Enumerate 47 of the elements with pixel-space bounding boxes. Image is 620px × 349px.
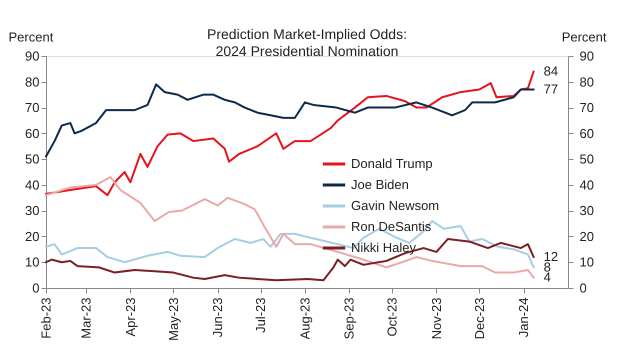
y2-tick-label: 90	[580, 48, 594, 64]
y-tick-label: 50	[25, 152, 40, 167]
legend-label: Nikki Haley	[351, 240, 417, 255]
annotation: 84	[544, 63, 558, 78]
y2-axis-title: Percent	[562, 30, 607, 44]
legend-label: Ron DeSantis	[351, 219, 432, 234]
y2-tick-label: 80	[580, 74, 594, 90]
x-tick-label: Feb-23	[38, 298, 54, 339]
x-tick-label: Apr-23	[122, 298, 138, 337]
annotation: 77	[544, 82, 558, 97]
y-axis-title: Percent	[8, 30, 54, 44]
line-series	[45, 238, 535, 282]
x-tick-label: May-23	[166, 298, 181, 341]
y-tick-label: 20	[25, 228, 40, 244]
x-tick-label: Jan-24	[516, 298, 532, 338]
legend-label: Gavin Newsom	[351, 198, 440, 213]
x-tick-label: Mar-23	[78, 298, 94, 339]
x-tick-label: Nov-23	[428, 298, 444, 340]
x-tick-label: Oct-23	[384, 298, 400, 337]
x-tick-label: Jul-23	[253, 298, 268, 333]
y2-tick-label: 60	[580, 126, 594, 141]
x-tick-label: Dec-23	[472, 298, 487, 340]
y-tick-label: 0	[32, 280, 40, 296]
line-series	[45, 70, 535, 196]
x-tick-label: Jun-23	[210, 298, 226, 338]
chart-title: Prediction Market-Implied Odds: 2024 Presidential Nomination	[207, 26, 407, 59]
y-tick-label: 80	[25, 74, 40, 90]
y2-tick-label: 0	[580, 280, 587, 296]
y2-tick-label: 70	[580, 100, 594, 116]
line-series	[45, 220, 535, 268]
x-tick-label: Aug-23	[297, 298, 312, 340]
y-tick-label: 70	[25, 100, 40, 116]
y-tick-label: 10	[25, 254, 40, 270]
y2-tick-label: 50	[580, 152, 594, 167]
y2-tick-label: 20	[580, 228, 594, 244]
y2-tick-label: 10	[580, 254, 594, 270]
y-tick-label: 30	[25, 203, 40, 218]
line-series	[45, 83, 535, 158]
legend-label: Joe Biden	[351, 177, 409, 192]
line-series	[45, 176, 535, 279]
y2-tick-label: 40	[580, 177, 594, 192]
x-tick-label: Sep-23	[342, 298, 357, 340]
y-tick-label: 40	[25, 177, 40, 192]
legend-label: Donald Trump	[351, 156, 433, 171]
y2-tick-label: 30	[580, 203, 594, 218]
y-tick-label: 60	[25, 126, 40, 141]
y-tick-label: 90	[25, 48, 40, 64]
